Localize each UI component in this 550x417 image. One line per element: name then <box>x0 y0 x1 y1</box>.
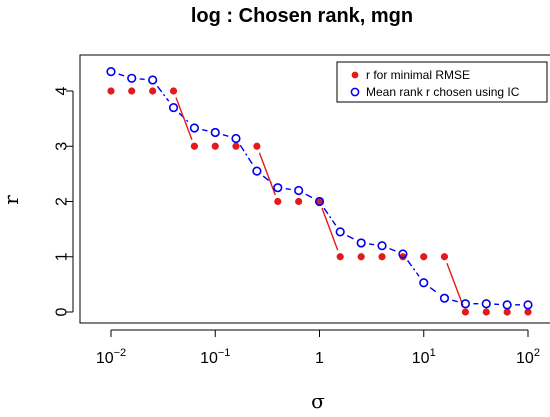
ic-point <box>460 299 471 309</box>
ic-connector <box>118 73 125 77</box>
ic-point <box>148 75 158 85</box>
ic-point <box>502 300 512 310</box>
rmse-point <box>503 308 511 316</box>
ic-connector <box>156 85 170 102</box>
ic-point <box>189 123 200 133</box>
rmse-point <box>149 87 157 95</box>
ic-point <box>314 196 325 207</box>
ic-point <box>127 73 137 83</box>
rmse-point <box>232 142 240 150</box>
y-tick-label: 0 <box>54 307 71 316</box>
x-tick-label: 10−2 <box>96 347 126 367</box>
rmse-point <box>211 142 219 150</box>
chart-title: log : Chosen rank, mgn <box>191 5 413 27</box>
rmse-point <box>107 87 115 95</box>
x-tick-label: 10−1 <box>200 347 230 367</box>
ic-connector <box>285 188 291 191</box>
rmse-point <box>440 253 449 261</box>
legend-marker-ic <box>350 87 360 97</box>
legend-label-rmse: r for minimal RMSE <box>366 68 470 82</box>
ic-point <box>377 241 387 251</box>
x-tick-label: 102 <box>516 347 540 367</box>
rmse-point <box>420 253 428 261</box>
y-axis-label: r <box>0 195 23 205</box>
ic-connector <box>305 193 313 199</box>
ic-connector <box>346 234 355 240</box>
y-tick-label: 1 <box>54 252 71 261</box>
ic-point <box>398 249 408 259</box>
rmse-point <box>253 142 261 150</box>
ic-point <box>439 293 450 303</box>
rmse-point <box>190 142 199 150</box>
ic-point <box>106 67 116 77</box>
ic-connector <box>239 144 254 165</box>
legend-marker-rmse <box>351 71 359 79</box>
ic-connector <box>262 175 272 184</box>
rmse-point <box>128 87 136 95</box>
ic-connector <box>389 248 396 252</box>
rmse-point <box>524 308 532 316</box>
rmse-step-connector <box>258 152 276 196</box>
plot-area: 10−2 10−1 1 101 102 0 1 2 3 4 r for minimal RMSE Me… <box>54 54 550 367</box>
x-axis-label: σ <box>311 389 325 413</box>
ic-point <box>419 278 429 288</box>
rmse-point <box>315 197 324 206</box>
y-tick-label: 4 <box>54 86 71 95</box>
x-tick-label: 1 <box>315 350 324 367</box>
ic-connector <box>202 128 208 132</box>
ic-connector <box>429 286 439 294</box>
rmse-step-connector <box>321 207 339 251</box>
ic-point <box>523 300 533 310</box>
ic-point <box>335 227 345 237</box>
ic-point <box>356 238 366 248</box>
rmse-point <box>482 308 490 316</box>
ic-connector <box>452 299 458 303</box>
ic-point <box>252 166 262 176</box>
rmse-point <box>169 87 178 95</box>
rmse-point <box>336 253 344 261</box>
rmse-step-connector <box>446 263 464 306</box>
ic-point <box>481 299 491 309</box>
y-tick-label: 3 <box>54 142 71 151</box>
ic-connector <box>222 134 229 137</box>
ic-connector <box>407 260 420 277</box>
ic-point <box>168 102 179 113</box>
x-tick-label: 101 <box>412 347 436 367</box>
ic-point <box>210 127 220 138</box>
rmse-point <box>399 253 407 261</box>
rmse-step-connector <box>175 97 193 140</box>
rmse-point <box>357 253 365 261</box>
rmse-point <box>295 197 303 206</box>
ic-connector <box>369 243 375 246</box>
legend: r for minimal RMSE Mean rank r chosen usi… <box>336 61 548 103</box>
legend-box <box>336 61 548 103</box>
rmse-point <box>378 253 386 261</box>
legend-label-ic: Mean rank r chosen using IC <box>366 85 520 99</box>
ic-point <box>231 133 241 144</box>
plot-frame <box>79 54 550 324</box>
ic-point <box>294 185 304 196</box>
rmse-point <box>461 308 470 316</box>
rmse-point <box>274 197 282 206</box>
ic-point <box>273 183 283 193</box>
ic-connector <box>323 207 337 226</box>
y-tick-label: 2 <box>54 197 71 206</box>
